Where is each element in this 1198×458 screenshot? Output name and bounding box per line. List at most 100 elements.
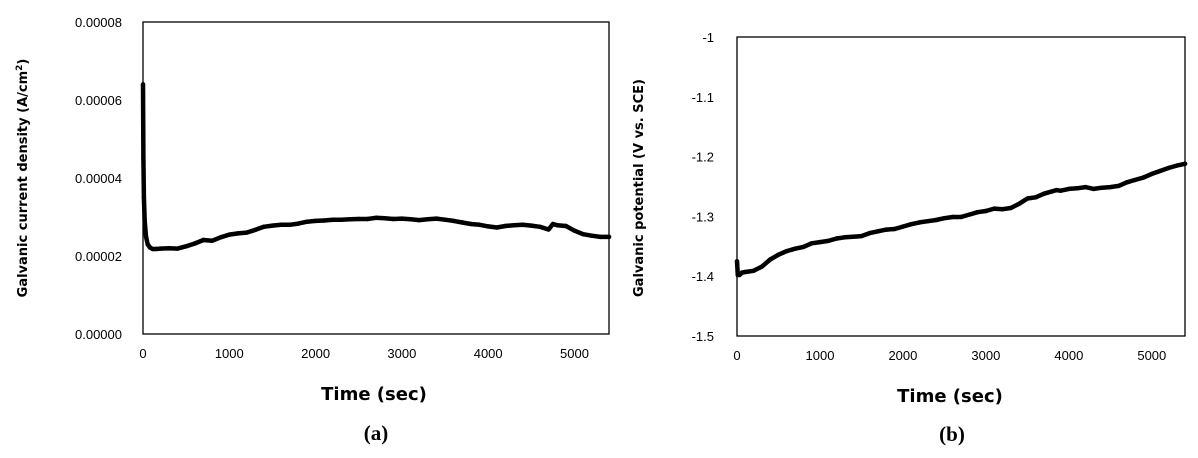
- data-point: [304, 219, 310, 224]
- x-tick-label: 0: [733, 348, 740, 363]
- data-point: [494, 225, 499, 230]
- data-point: [950, 214, 955, 220]
- data-point: [555, 223, 560, 228]
- data-point: [460, 220, 465, 225]
- plot-frame: [142, 21, 610, 335]
- data-point: [486, 224, 491, 229]
- data-point: [322, 218, 327, 223]
- data-point: [1083, 184, 1088, 190]
- data-point: [801, 244, 806, 250]
- data-point: [261, 224, 266, 229]
- data-point: [425, 217, 430, 222]
- x-tick-label: 2000: [888, 348, 917, 363]
- data-point: [529, 223, 534, 228]
- data-point: [589, 233, 594, 238]
- y-tick-label: 0.00004: [75, 171, 122, 186]
- x-tick-label: 3000: [971, 348, 1000, 363]
- y-tick-label: -1.2: [692, 150, 714, 165]
- data-point: [391, 216, 396, 222]
- y-axis-label: Galvanic current density (A/cm2): [15, 59, 31, 298]
- data-point: [563, 223, 569, 229]
- series-line: [734, 161, 1188, 278]
- data-point: [356, 216, 361, 222]
- data-point: [917, 220, 922, 225]
- data-point: [1124, 180, 1130, 185]
- data-point: [1091, 186, 1096, 192]
- data-point: [975, 210, 980, 215]
- data-point: [1133, 177, 1138, 183]
- y-tick-label: 0.00002: [75, 249, 122, 264]
- data-point: [143, 234, 149, 239]
- chart-b: -1 -1.1 -1.2 -1.3 -1.4 -1.5 0 1000 2000 3000 4000 5…: [632, 30, 1188, 446]
- y-tick-label: 0.00006: [75, 93, 122, 108]
- x-tick-label: 4000: [1054, 348, 1083, 363]
- data-point: [792, 246, 798, 251]
- data-point: [859, 233, 864, 239]
- data-point: [313, 218, 318, 224]
- data-point: [1157, 168, 1163, 174]
- data-point: [503, 223, 508, 229]
- x-axis-label: Time (sec): [321, 384, 427, 405]
- data-point: [834, 236, 839, 241]
- data-point: [175, 246, 180, 251]
- data-point: [768, 257, 773, 262]
- data-point: [900, 224, 906, 229]
- data-point: [759, 264, 765, 269]
- data-point: [192, 241, 197, 246]
- data-point: [983, 208, 989, 214]
- data-point: [145, 242, 150, 247]
- data-point: [598, 234, 603, 240]
- panel-label: (b): [939, 422, 965, 446]
- data-point: [1116, 183, 1121, 189]
- data-point: [1008, 205, 1013, 211]
- data-point: [1016, 201, 1022, 206]
- data-point: [546, 227, 551, 232]
- data-point: [743, 269, 748, 275]
- x-tick-label: 2000: [301, 346, 330, 361]
- data-point: [1058, 188, 1063, 193]
- data-point: [416, 217, 422, 223]
- data-point: [1149, 171, 1155, 177]
- data-point: [909, 222, 914, 227]
- y-axis-label: Galvanic potential (V vs. SCE): [632, 79, 647, 297]
- data-point: [850, 234, 856, 239]
- data-point: [1033, 195, 1038, 200]
- data-point: [511, 223, 517, 228]
- y-tick-label: -1.3: [692, 209, 714, 224]
- data-point: [158, 246, 163, 251]
- data-point: [477, 222, 482, 227]
- data-point: [1108, 184, 1113, 190]
- data-point: [296, 221, 301, 226]
- data-point: [442, 217, 448, 222]
- x-tick-label: 1000: [806, 348, 835, 363]
- y-tick-label: 0.00000: [75, 327, 122, 342]
- data-point: [434, 216, 439, 221]
- data-point: [468, 221, 474, 227]
- data-point: [875, 229, 881, 234]
- data-point: [1174, 163, 1179, 168]
- data-point: [892, 226, 897, 232]
- chart-a: 0.00000 0.00002 0.00004 0.00006 0.00008 0 1000…: [15, 15, 612, 445]
- data-point: [287, 222, 292, 227]
- x-tick-label: 3000: [387, 346, 416, 361]
- data-point: [244, 230, 249, 235]
- data-point: [141, 195, 147, 200]
- data-point: [183, 244, 189, 249]
- data-point: [141, 156, 146, 161]
- data-point: [408, 217, 413, 222]
- data-point: [1066, 186, 1072, 192]
- y-tick-label: -1.5: [692, 329, 714, 344]
- data-point: [809, 241, 814, 246]
- y-axis-label-sup: 2: [15, 65, 25, 71]
- data-point: [1000, 207, 1005, 212]
- data-point: [942, 216, 947, 221]
- data-point: [339, 217, 344, 222]
- data-point: [520, 222, 525, 227]
- data-point: [992, 206, 997, 211]
- data-point: [537, 224, 543, 229]
- data-point: [933, 217, 939, 223]
- data-point: [776, 252, 781, 257]
- data-point: [784, 248, 789, 254]
- x-axis-label: Time (sec): [897, 386, 1003, 407]
